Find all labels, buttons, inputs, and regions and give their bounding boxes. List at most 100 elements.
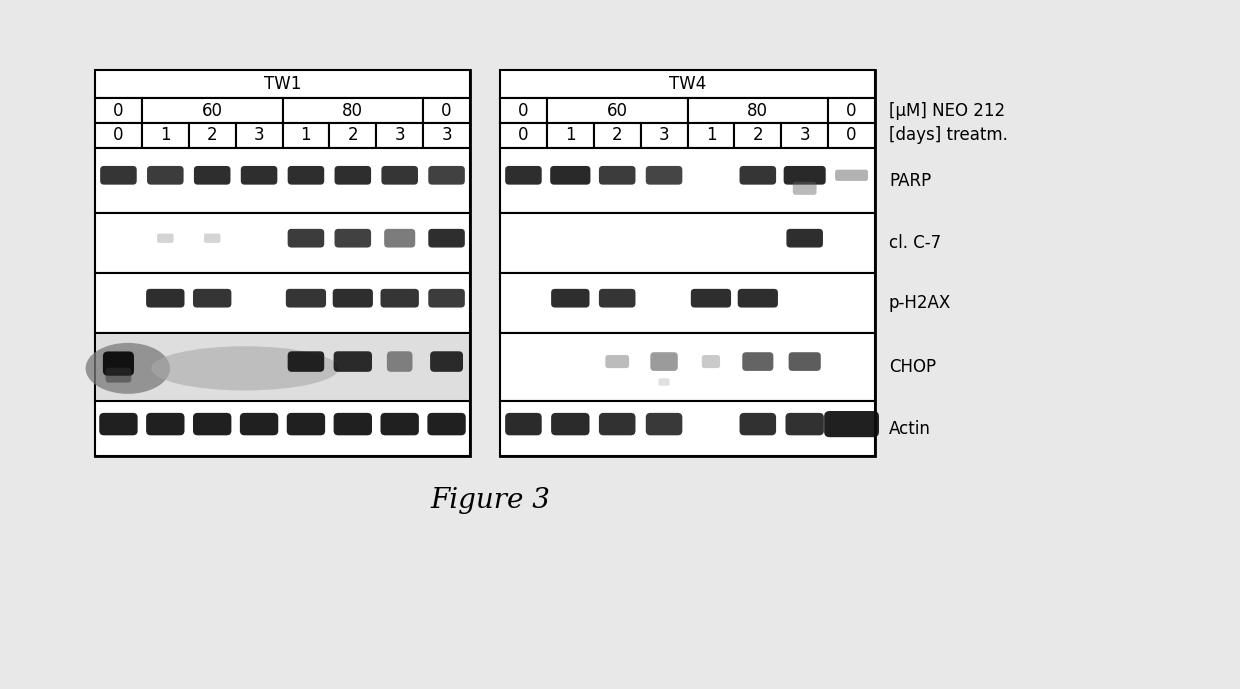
Text: 3: 3	[658, 127, 670, 145]
FancyBboxPatch shape	[105, 368, 131, 382]
FancyBboxPatch shape	[739, 413, 776, 435]
Bar	[188, 123, 236, 148]
Bar	[95, 273, 470, 333]
Text: 3: 3	[254, 127, 264, 145]
Bar	[423, 123, 470, 148]
FancyBboxPatch shape	[825, 411, 879, 438]
Text: 3: 3	[800, 127, 810, 145]
Bar	[500, 70, 875, 98]
FancyBboxPatch shape	[739, 166, 776, 185]
FancyBboxPatch shape	[203, 234, 221, 243]
FancyBboxPatch shape	[646, 413, 682, 435]
Bar	[95, 213, 470, 273]
Bar	[500, 401, 875, 456]
Bar	[828, 123, 875, 148]
Bar	[828, 98, 875, 123]
FancyBboxPatch shape	[334, 351, 372, 372]
Text: 60: 60	[202, 101, 223, 119]
Bar	[500, 123, 547, 148]
Text: 0: 0	[847, 101, 857, 119]
FancyBboxPatch shape	[239, 413, 278, 435]
FancyBboxPatch shape	[792, 182, 817, 195]
FancyBboxPatch shape	[784, 166, 826, 185]
FancyBboxPatch shape	[702, 355, 720, 368]
FancyBboxPatch shape	[286, 413, 325, 435]
Bar	[283, 123, 330, 148]
Text: 60: 60	[606, 101, 627, 119]
Bar	[781, 123, 828, 148]
FancyBboxPatch shape	[505, 413, 542, 435]
Text: 80: 80	[748, 101, 769, 119]
Text: 0: 0	[518, 101, 528, 119]
FancyBboxPatch shape	[148, 166, 184, 185]
Text: 2: 2	[207, 127, 217, 145]
FancyBboxPatch shape	[157, 234, 174, 243]
Bar	[687, 98, 828, 123]
FancyBboxPatch shape	[835, 169, 868, 181]
Bar	[95, 401, 470, 456]
Bar	[423, 98, 470, 123]
FancyBboxPatch shape	[428, 166, 465, 185]
Text: cl. C-7: cl. C-7	[889, 234, 941, 252]
Text: 0: 0	[113, 127, 124, 145]
Text: PARP: PARP	[889, 172, 931, 189]
FancyBboxPatch shape	[785, 413, 823, 435]
Text: [days] treatm.: [days] treatm.	[889, 127, 1008, 145]
FancyBboxPatch shape	[551, 166, 590, 185]
Text: Actin: Actin	[889, 420, 931, 438]
Bar	[500, 70, 875, 456]
FancyBboxPatch shape	[288, 166, 324, 185]
Text: 1: 1	[160, 127, 171, 145]
FancyBboxPatch shape	[786, 229, 823, 247]
Text: 2: 2	[611, 127, 622, 145]
Ellipse shape	[151, 347, 339, 391]
Bar	[500, 213, 875, 273]
Bar	[594, 123, 641, 148]
Bar	[500, 333, 875, 401]
FancyBboxPatch shape	[738, 289, 777, 307]
Bar	[95, 333, 470, 401]
Bar	[141, 123, 188, 148]
FancyBboxPatch shape	[646, 166, 682, 185]
FancyBboxPatch shape	[658, 378, 670, 386]
Bar	[641, 123, 687, 148]
Text: 3: 3	[394, 127, 405, 145]
Bar	[236, 123, 283, 148]
FancyBboxPatch shape	[599, 413, 635, 435]
FancyBboxPatch shape	[335, 166, 371, 185]
FancyBboxPatch shape	[332, 289, 373, 307]
Text: 0: 0	[518, 127, 528, 145]
Text: 80: 80	[342, 101, 363, 119]
FancyBboxPatch shape	[551, 413, 589, 435]
Bar	[95, 70, 470, 456]
Bar	[141, 98, 283, 123]
Text: 0: 0	[113, 101, 124, 119]
Text: 3: 3	[441, 127, 451, 145]
Bar	[500, 273, 875, 333]
FancyBboxPatch shape	[335, 229, 371, 247]
Bar	[95, 334, 469, 400]
Text: [μM] NEO 212: [μM] NEO 212	[889, 101, 1006, 119]
FancyBboxPatch shape	[193, 413, 232, 435]
FancyBboxPatch shape	[288, 229, 324, 247]
Bar	[687, 123, 734, 148]
FancyBboxPatch shape	[100, 166, 136, 185]
Bar	[547, 98, 687, 123]
Bar	[95, 98, 141, 123]
FancyBboxPatch shape	[743, 352, 774, 371]
FancyBboxPatch shape	[428, 289, 465, 307]
Text: TW1: TW1	[264, 75, 301, 93]
FancyBboxPatch shape	[691, 289, 732, 307]
FancyBboxPatch shape	[146, 289, 185, 307]
FancyBboxPatch shape	[381, 289, 419, 307]
Text: 2: 2	[753, 127, 763, 145]
Text: CHOP: CHOP	[889, 358, 936, 376]
FancyBboxPatch shape	[428, 229, 465, 247]
FancyBboxPatch shape	[146, 413, 185, 435]
FancyBboxPatch shape	[241, 166, 278, 185]
FancyBboxPatch shape	[428, 413, 466, 435]
FancyBboxPatch shape	[288, 351, 324, 372]
Bar	[547, 123, 594, 148]
FancyBboxPatch shape	[430, 351, 463, 372]
Bar	[283, 98, 423, 123]
